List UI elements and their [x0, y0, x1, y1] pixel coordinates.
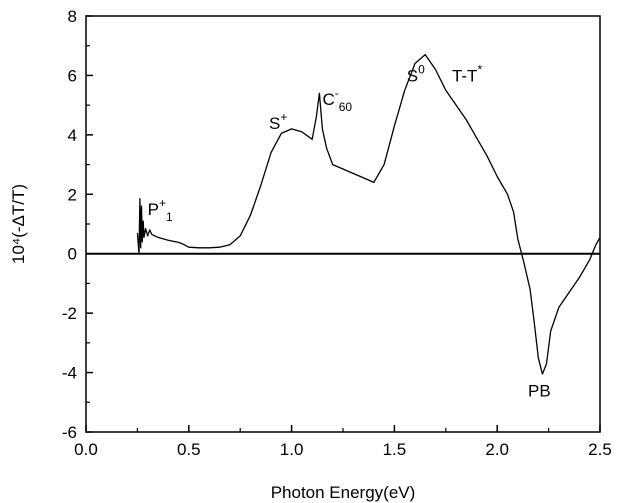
- y-axis: -6 -4 -2 0 2 4 6 8: [62, 7, 93, 442]
- annotation-label: S+: [269, 110, 287, 133]
- data-series: [136, 53, 601, 375]
- y-tick-label: -4: [62, 364, 77, 383]
- x-tick-label: 0.5: [177, 440, 201, 459]
- annotation-label: PB: [528, 381, 551, 400]
- x-tick-label: 1.5: [383, 440, 407, 459]
- annotation-label: T-T*: [452, 62, 483, 85]
- x-axis-title: Photon Energy(eV): [271, 483, 416, 502]
- y-tick-label: 8: [68, 7, 77, 26]
- x-tick-label: 2.5: [588, 440, 612, 459]
- x-tick-label: 1.0: [280, 440, 304, 459]
- x-tick-label: 0.0: [74, 440, 98, 459]
- plot-frame: [85, 15, 601, 433]
- series-line: [136, 53, 601, 375]
- annotation-label: P+1: [148, 196, 173, 224]
- y-tick-label: 4: [68, 126, 77, 145]
- y-axis-title: 10⁴(-ΔT/T): [9, 184, 28, 264]
- y-tick-label: 6: [68, 66, 77, 85]
- y-tick-label: -2: [62, 304, 77, 323]
- annotations: P+1 S+ C-60 S0 T-T* PB: [148, 62, 551, 400]
- y-tick-label: 2: [68, 185, 77, 204]
- x-axis: 0.0 0.5 1.0 1.5 2.0 2.5: [74, 425, 612, 459]
- annotation-label: C-60: [322, 86, 352, 114]
- y-tick-label: -6: [62, 423, 77, 442]
- x-tick-label: 2.0: [485, 440, 509, 459]
- y-tick-label: 0: [68, 245, 77, 264]
- annotation-label: S0: [407, 62, 425, 85]
